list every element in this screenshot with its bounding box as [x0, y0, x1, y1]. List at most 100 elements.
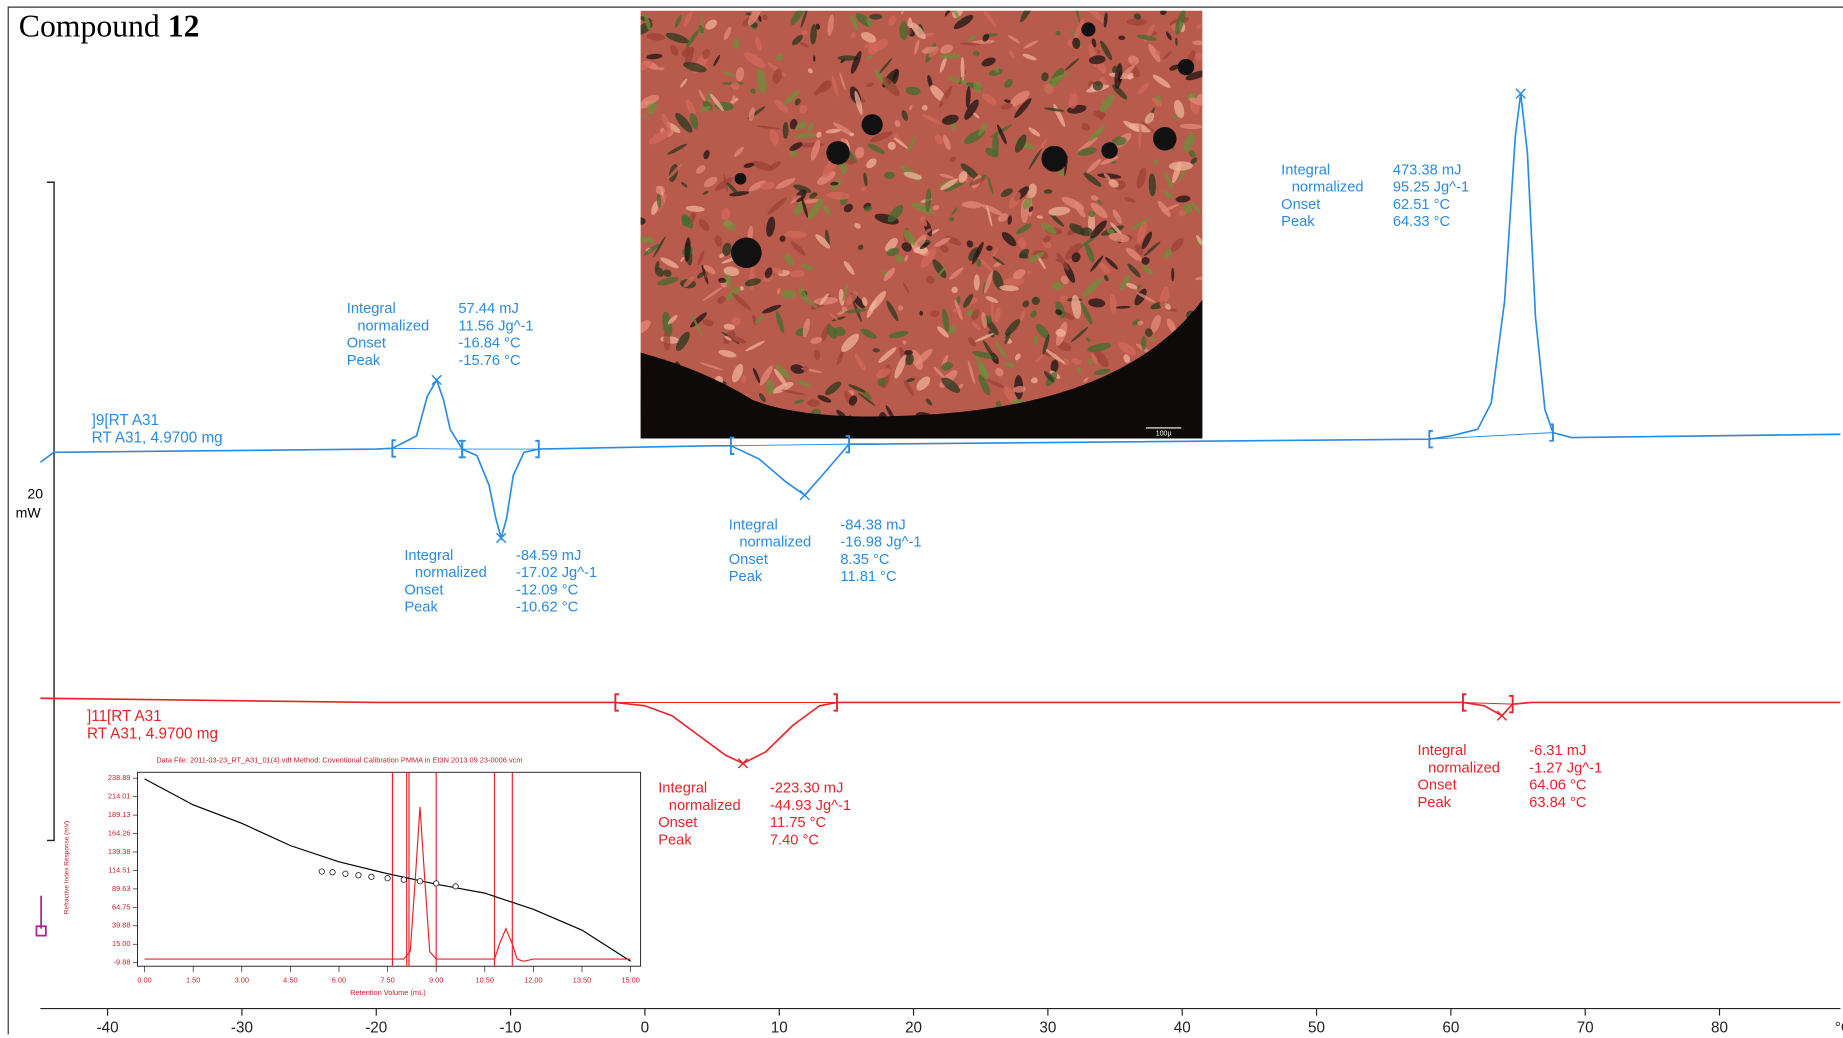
annotation-label: Onset [1281, 197, 1320, 213]
annotation-label: normalized [669, 798, 741, 814]
calibration-point [330, 870, 335, 875]
scale-bar [47, 182, 54, 840]
bubble [1081, 22, 1095, 36]
annotation-value: -16.98 Jg^-1 [840, 535, 921, 551]
annotation-label: normalized [415, 565, 487, 581]
inset-x-tick-label: 6.00 [332, 975, 346, 984]
annotation-value: 8.35 °C [840, 552, 890, 568]
annotation-label: Peak [729, 569, 763, 585]
annotation-value: -16.84 °C [458, 336, 521, 352]
annotation-label: Integral [729, 517, 778, 533]
annotation-label: Integral [658, 781, 707, 797]
annotation-value: 95.25 Jg^-1 [1393, 180, 1469, 196]
bubble [1178, 59, 1194, 75]
figure: Compound 12 100µ -40-30-20-1001020304050… [0, 0, 1843, 1038]
annotation-value: -44.93 Jg^-1 [770, 798, 851, 814]
inset-x-tick-label: 10.50 [476, 975, 495, 984]
inset-y-tick-label: 114.51 [108, 865, 130, 874]
x-axis-label: °C [1835, 1020, 1843, 1037]
inset-y-tick-label: 189.13 [108, 810, 131, 819]
annotation-label: normalized [739, 535, 811, 551]
peak-marker [800, 490, 809, 499]
marker-icon [36, 896, 45, 936]
inset-x-label: Retention Volume (mL) [350, 988, 426, 997]
x-tick-label: -40 [97, 1020, 119, 1037]
annotation-label: Integral [404, 548, 453, 564]
inset-x-tick-label: 4.50 [283, 975, 297, 984]
legend-sample: RT A31, 4.9700 mg [87, 726, 218, 743]
inset-x-tick-label: 13.50 [573, 975, 592, 984]
inset-y-tick-label: 89.63 [112, 884, 130, 893]
inset-x-tick-label: 1.50 [186, 975, 200, 984]
legend-label: ]9[RT A31 [92, 412, 159, 429]
annotation-label: Peak [658, 832, 692, 848]
micrograph: 100µ [633, 0, 1211, 450]
annotation-label: Integral [347, 301, 396, 317]
x-tick-label: -10 [500, 1020, 522, 1037]
inset-y-tick-label: 214.01 [108, 792, 131, 801]
annotation-value: 64.33 °C [1393, 214, 1451, 230]
annotation-value: 11.75 °C [770, 815, 827, 831]
annotation-label: normalized [1292, 180, 1364, 196]
annotation-value: -10.62 °C [516, 600, 579, 616]
inset-y-tick-label: 64.75 [112, 902, 130, 911]
x-tick-label: 20 [905, 1020, 922, 1037]
calibration-point [385, 876, 390, 881]
annotation-value: -12.09 °C [516, 582, 579, 598]
calibration-point [433, 881, 438, 886]
calibration-point [356, 873, 361, 878]
annotation-label: Integral [1418, 743, 1467, 759]
bubble [731, 237, 762, 268]
calibration-point [369, 874, 374, 879]
peak-marker [432, 375, 441, 384]
bubble [1153, 127, 1177, 151]
inset-x-tick-label: 15.00 [621, 975, 640, 984]
inset-title: Data File: 2011-03-23_RT_A31_01(4).vdt M… [156, 755, 522, 764]
annotation-value: -15.76 °C [458, 353, 521, 369]
annotation-label: Peak [404, 600, 438, 616]
bubble [735, 173, 747, 185]
integration-baseline [731, 444, 849, 446]
x-tick-label: -20 [365, 1020, 387, 1037]
gpc-inset: Data File: 2011-03-23_RT_A31_01(4).vdt M… [64, 752, 644, 1001]
scale-bar-label: 20 [27, 486, 43, 502]
calibration-point [343, 871, 348, 876]
chart-title: Compound 12 [19, 9, 200, 44]
annotation-value: 473.38 mJ [1393, 162, 1462, 178]
scale-bar-unit: mW [16, 504, 42, 520]
annotation-label: Integral [1281, 162, 1330, 178]
inset-y-tick-label: 139.38 [108, 847, 131, 856]
inset-y-tick-label: 15.00 [112, 939, 130, 948]
annotation-value: 57.44 mJ [458, 301, 518, 317]
annotation-value: 62.51 °C [1393, 197, 1451, 213]
inset-x-tick-label: 7.50 [380, 975, 394, 984]
peak-marker [738, 759, 747, 768]
peak-marker [496, 533, 505, 542]
inset-x-tick-label: 3.00 [235, 975, 249, 984]
calibration-point [319, 869, 324, 874]
x-tick-label: 50 [1308, 1020, 1325, 1037]
inset-x-tick-label: 12.00 [524, 975, 543, 984]
peak-marker [1497, 711, 1506, 720]
annotation-value: 7.40 °C [770, 832, 820, 848]
annotation-value: 63.84 °C [1529, 795, 1587, 811]
x-tick-label: 10 [771, 1020, 788, 1037]
bubble [1101, 142, 1117, 158]
annotation-value: -6.31 mJ [1529, 743, 1586, 759]
bubble [862, 114, 883, 135]
annotation-label: Onset [404, 582, 443, 598]
bubble [1041, 146, 1067, 172]
x-tick-label: -30 [231, 1020, 253, 1037]
integration-baseline [392, 448, 462, 449]
inset-y-tick-label: -9.88 [114, 958, 131, 967]
legend-label: ]11[RT A31 [87, 708, 162, 725]
annotation-label: Onset [658, 815, 697, 831]
annotation-label: normalized [357, 318, 429, 334]
annotation-value: -17.02 Jg^-1 [516, 565, 597, 581]
annotation-label: Peak [1281, 214, 1315, 230]
calibration-point [453, 884, 458, 889]
legend-sample: RT A31, 4.9700 mg [92, 430, 223, 447]
calibration-point [401, 877, 406, 882]
x-tick-label: 0 [641, 1020, 650, 1037]
annotation-value: -1.27 Jg^-1 [1529, 760, 1602, 776]
